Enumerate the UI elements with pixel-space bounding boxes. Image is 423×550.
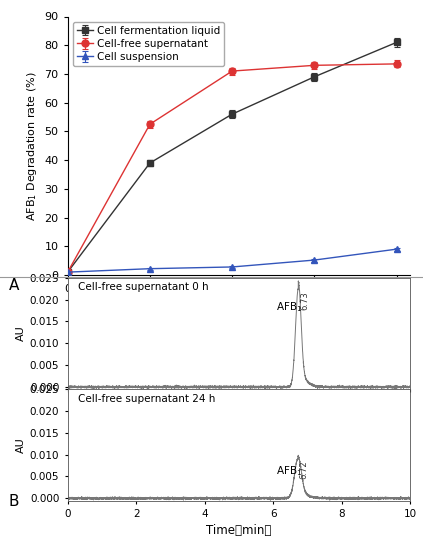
Text: Cell-free supernatant 24 h: Cell-free supernatant 24 h	[78, 394, 215, 404]
X-axis label: Time（min）: Time（min）	[206, 524, 272, 537]
Text: 6.73: 6.73	[300, 292, 309, 310]
Y-axis label: AU: AU	[16, 437, 25, 453]
Y-axis label: AFB$_1$ Degradation rate (%): AFB$_1$ Degradation rate (%)	[25, 71, 39, 221]
Text: AFB$_1$: AFB$_1$	[276, 300, 302, 314]
Text: AFB$_1$: AFB$_1$	[276, 464, 302, 477]
X-axis label: Time (h): Time (h)	[214, 300, 264, 312]
Text: Cell-free supernatant 0 h: Cell-free supernatant 0 h	[78, 282, 209, 292]
Y-axis label: AU: AU	[16, 326, 25, 342]
Text: B: B	[8, 494, 19, 509]
Legend: Cell fermentation liquid, Cell-free supernatant, Cell suspension: Cell fermentation liquid, Cell-free supe…	[73, 21, 224, 67]
Text: 6.72: 6.72	[299, 460, 309, 479]
Text: A: A	[8, 278, 19, 293]
